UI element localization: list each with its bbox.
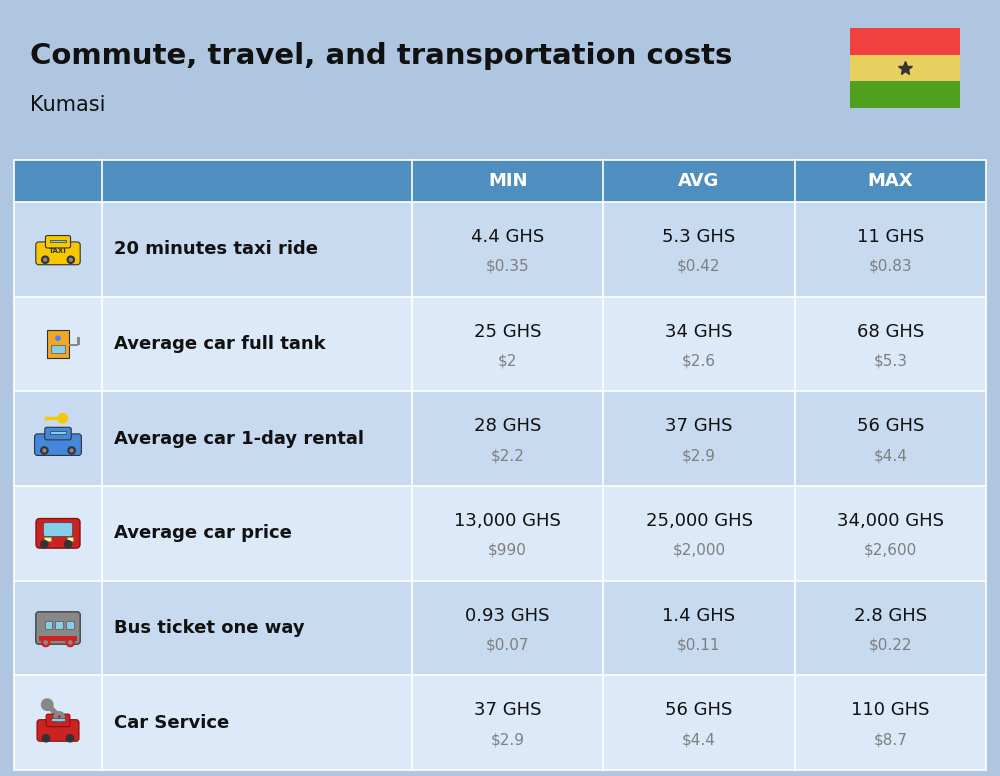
Circle shape (55, 335, 61, 341)
Text: $8.7: $8.7 (873, 733, 907, 747)
Bar (55, 622, 63, 629)
Text: Average car 1-day rental: Average car 1-day rental (114, 430, 364, 448)
Text: TAXI: TAXI (49, 248, 67, 255)
Circle shape (66, 255, 75, 264)
Text: $4.4: $4.4 (873, 449, 907, 463)
Circle shape (64, 540, 72, 549)
Bar (14, 391, 986, 486)
Text: 20 minutes taxi ride: 20 minutes taxi ride (114, 241, 318, 258)
Text: $2.9: $2.9 (491, 733, 525, 747)
Text: $2.6: $2.6 (682, 354, 716, 369)
Circle shape (42, 449, 47, 452)
Text: MIN: MIN (488, 172, 527, 190)
Text: $2.9: $2.9 (682, 449, 716, 463)
Text: 56 GHS: 56 GHS (665, 702, 733, 719)
Bar (67, 536, 73, 541)
FancyBboxPatch shape (46, 714, 70, 726)
Circle shape (42, 734, 50, 743)
Text: 4.4 GHS: 4.4 GHS (471, 228, 544, 246)
Text: 110 GHS: 110 GHS (851, 702, 930, 719)
Text: 5.3 GHS: 5.3 GHS (662, 228, 736, 246)
Bar (50, 431, 66, 434)
Text: $0.42: $0.42 (677, 259, 721, 274)
Bar (44, 536, 51, 541)
Bar (850, 54, 960, 81)
Bar (14, 486, 986, 580)
Text: 2.8 GHS: 2.8 GHS (854, 607, 927, 625)
Text: $0.83: $0.83 (869, 259, 912, 274)
Bar (51, 345, 65, 352)
Text: 13,000 GHS: 13,000 GHS (454, 512, 561, 530)
Circle shape (43, 640, 48, 645)
Text: 25 GHS: 25 GHS (474, 323, 541, 341)
Text: Average car full tank: Average car full tank (114, 335, 326, 353)
Text: 68 GHS: 68 GHS (857, 323, 924, 341)
Circle shape (66, 734, 74, 743)
Bar (45, 622, 52, 629)
FancyBboxPatch shape (36, 611, 80, 644)
Text: 28 GHS: 28 GHS (474, 417, 541, 435)
Circle shape (68, 640, 73, 645)
FancyBboxPatch shape (45, 236, 71, 248)
Text: $0.11: $0.11 (677, 638, 721, 653)
Text: 56 GHS: 56 GHS (857, 417, 924, 435)
Bar (14, 202, 986, 296)
Text: 0.93 GHS: 0.93 GHS (465, 607, 550, 625)
Bar (14, 580, 986, 675)
Text: $4.4: $4.4 (682, 733, 716, 747)
Bar (14, 296, 986, 391)
Text: $0.07: $0.07 (486, 638, 529, 653)
FancyBboxPatch shape (35, 434, 81, 456)
Circle shape (41, 255, 50, 264)
Text: Bus ticket one way: Bus ticket one way (114, 619, 305, 637)
Bar (47, 330, 69, 359)
Bar (850, 28, 960, 54)
Text: $5.3: $5.3 (873, 354, 907, 369)
Circle shape (40, 540, 49, 549)
Circle shape (65, 638, 75, 647)
Bar (77, 337, 80, 345)
Text: $990: $990 (488, 543, 527, 558)
Circle shape (41, 638, 51, 647)
Bar (51, 718, 65, 721)
Text: 37 GHS: 37 GHS (474, 702, 541, 719)
Text: Average car price: Average car price (114, 525, 292, 542)
Circle shape (67, 446, 76, 455)
FancyBboxPatch shape (37, 719, 79, 741)
Text: 1.4 GHS: 1.4 GHS (662, 607, 736, 625)
Text: 11 GHS: 11 GHS (857, 228, 924, 246)
Text: Car Service: Car Service (114, 714, 229, 732)
Text: MAX: MAX (868, 172, 913, 190)
Bar (14, 675, 986, 770)
Bar (69, 344, 78, 346)
FancyBboxPatch shape (36, 518, 80, 548)
Circle shape (69, 258, 73, 262)
Text: $2.2: $2.2 (491, 449, 525, 463)
Text: 37 GHS: 37 GHS (665, 417, 733, 435)
Circle shape (69, 449, 74, 452)
FancyBboxPatch shape (45, 428, 71, 440)
Text: $0.35: $0.35 (486, 259, 529, 274)
Bar (39, 636, 77, 641)
Bar (14, 160, 986, 202)
Bar (66, 622, 74, 629)
Bar (50, 240, 66, 242)
Text: 34 GHS: 34 GHS (665, 323, 733, 341)
Text: Kumasi: Kumasi (30, 95, 106, 115)
Circle shape (43, 258, 47, 262)
Bar (14, 160, 986, 770)
Text: AVG: AVG (678, 172, 720, 190)
Text: $2,000: $2,000 (672, 543, 726, 558)
Bar (850, 81, 960, 108)
Text: 25,000 GHS: 25,000 GHS (646, 512, 753, 530)
Text: $2: $2 (498, 354, 517, 369)
Text: 34,000 GHS: 34,000 GHS (837, 512, 944, 530)
Text: Commute, travel, and transportation costs: Commute, travel, and transportation cost… (30, 42, 732, 70)
FancyBboxPatch shape (43, 523, 73, 536)
Text: $0.22: $0.22 (869, 638, 912, 653)
Circle shape (40, 446, 49, 455)
FancyBboxPatch shape (36, 242, 80, 265)
Text: $2,600: $2,600 (864, 543, 917, 558)
